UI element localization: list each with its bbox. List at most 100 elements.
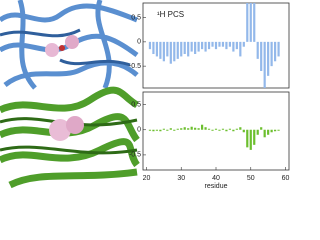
bar	[148, 41, 152, 50]
ligand	[66, 116, 84, 134]
bar	[256, 41, 259, 59]
bar	[207, 128, 211, 130]
bar	[200, 41, 204, 50]
bar	[273, 129, 277, 132]
bar	[194, 41, 197, 54]
bar	[155, 41, 159, 57]
bar	[166, 41, 169, 57]
bar	[263, 129, 266, 138]
bar	[183, 41, 186, 54]
bar	[173, 41, 176, 62]
ribbon	[0, 28, 131, 67]
bar	[152, 129, 155, 132]
bar	[273, 41, 277, 62]
bar	[207, 41, 211, 50]
protein-image-bottom	[0, 86, 140, 189]
bar	[187, 41, 190, 57]
y-tick-label: -0.5	[129, 152, 141, 159]
bar	[211, 41, 214, 47]
plot-frame	[142, 2, 290, 89]
bar	[253, 3, 256, 42]
x-axis-label: residue	[205, 183, 228, 189]
bar	[242, 129, 245, 133]
bar	[200, 124, 204, 130]
bar	[183, 127, 186, 130]
bar	[194, 127, 197, 130]
bar	[214, 128, 218, 130]
bar	[228, 41, 232, 47]
ribbon	[0, 86, 140, 189]
bar	[253, 129, 256, 145]
bar	[197, 41, 200, 52]
ligand	[45, 43, 59, 57]
bar	[242, 41, 245, 47]
ligand	[49, 119, 71, 141]
x-tick-label: 50	[247, 175, 255, 182]
ligand	[65, 35, 79, 49]
y-tick-label: 0.5	[131, 101, 141, 108]
bar	[225, 129, 228, 132]
bar	[277, 129, 280, 131]
bar	[173, 129, 176, 131]
y-tick-label: 0	[137, 127, 141, 134]
bar	[155, 129, 159, 131]
x-tick-label: 30	[177, 175, 185, 182]
figure: 0.5 0 -0.5 ¹H PCS 0.5 0 -0.5 20 30 40 50 60 residue	[0, 0, 290, 190]
bar	[232, 129, 235, 132]
bar	[235, 41, 238, 50]
bar	[204, 41, 207, 52]
bar	[176, 41, 179, 59]
x-tick-label: 60	[282, 175, 290, 182]
annotation: ¹H PCS	[157, 10, 184, 19]
bar	[218, 129, 221, 131]
bar	[228, 128, 232, 130]
bar	[277, 41, 280, 57]
bar	[166, 129, 169, 131]
bar	[169, 41, 172, 64]
bar	[232, 41, 235, 52]
page: 0.5 0 -0.5 ¹H PCS 0.5 0 -0.5 20 30 40 50 60 residue …	[0, 0, 290, 190]
bar	[225, 41, 228, 50]
bar	[267, 41, 270, 76]
bar	[249, 3, 252, 42]
protein-image-top	[0, 0, 139, 90]
bar	[148, 129, 152, 131]
x-tick-label: 20	[143, 175, 151, 182]
bar	[249, 129, 252, 150]
bar	[270, 129, 273, 133]
y-tick-label: 0	[137, 39, 141, 46]
bar	[246, 129, 249, 148]
bar	[263, 41, 266, 88]
bar	[162, 41, 165, 62]
bar	[187, 128, 190, 130]
bar	[260, 41, 263, 71]
y-tick-label: -0.5	[129, 63, 141, 70]
bar	[256, 129, 259, 135]
bar	[162, 128, 165, 130]
x-tick-label: 40	[212, 175, 220, 182]
bar	[190, 41, 193, 52]
y-tick-label: 0.5	[131, 14, 141, 21]
bar	[270, 41, 273, 67]
bar	[214, 41, 218, 50]
bar	[221, 128, 225, 130]
bar	[235, 128, 238, 130]
bar	[239, 41, 242, 57]
bar	[204, 127, 207, 130]
bar	[176, 128, 179, 130]
metal-ion	[59, 45, 65, 51]
bar	[218, 41, 221, 47]
bar	[197, 128, 200, 130]
bar	[221, 41, 225, 47]
bar	[239, 127, 242, 130]
bar	[180, 128, 183, 130]
bar	[180, 41, 183, 57]
bar	[246, 3, 249, 42]
bar	[260, 127, 263, 130]
bar	[211, 129, 214, 131]
bar	[152, 41, 155, 54]
bar	[190, 126, 193, 130]
bar	[169, 128, 172, 130]
bar	[159, 129, 162, 132]
bar	[159, 41, 162, 59]
